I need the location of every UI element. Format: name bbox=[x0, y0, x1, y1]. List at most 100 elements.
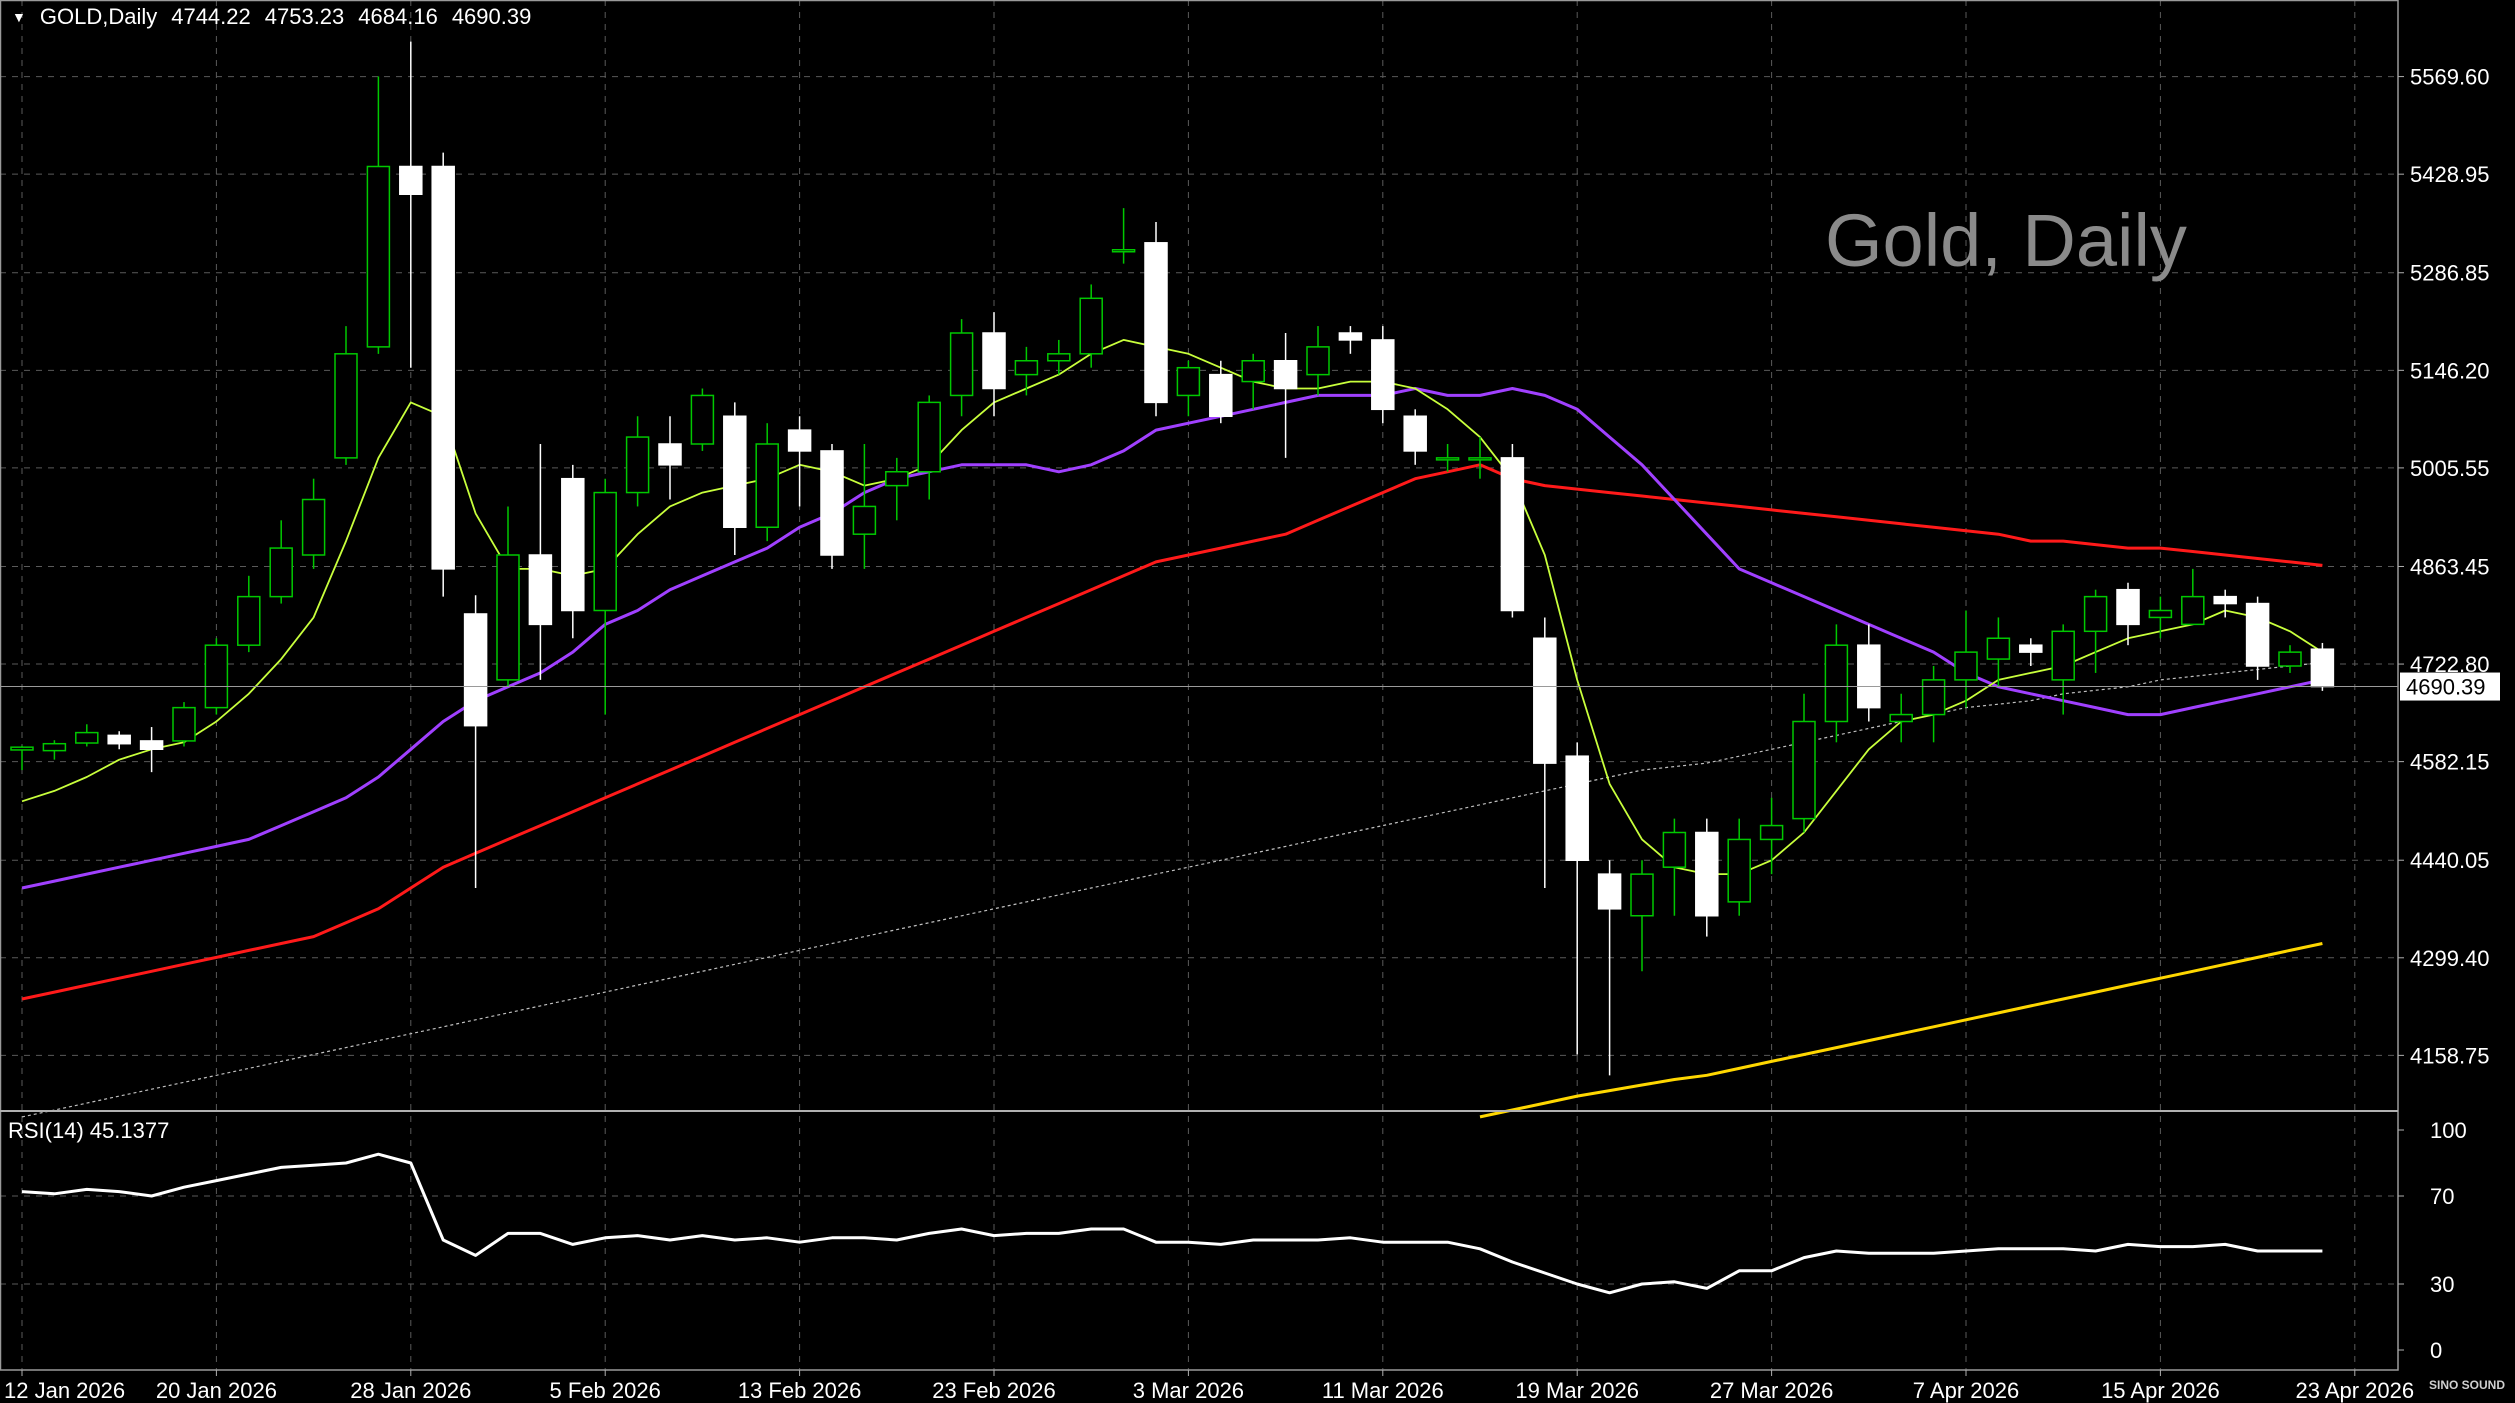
low-value: 4684.16 bbox=[358, 4, 438, 29]
current-price-box bbox=[2400, 672, 2500, 701]
y-tick-label: 5428.95 bbox=[2410, 162, 2490, 187]
candle-body bbox=[2051, 630, 2075, 681]
y-tick-label: 4440.05 bbox=[2410, 848, 2490, 873]
candle-body bbox=[1565, 755, 1589, 861]
candle-body bbox=[1176, 366, 1201, 397]
broker-logo: SINO SOUND bbox=[2428, 1378, 2505, 1392]
candle-body bbox=[885, 471, 909, 487]
chart-watermark: Gold, Daily bbox=[1825, 199, 2187, 282]
candle-body bbox=[463, 613, 488, 727]
candle-body bbox=[1403, 415, 1427, 452]
candle-body bbox=[528, 554, 553, 626]
candle-body bbox=[1630, 873, 1654, 917]
candle-body bbox=[2019, 644, 2043, 653]
rsi-value: 45.1377 bbox=[89, 1118, 170, 1143]
candle-body bbox=[561, 477, 585, 612]
x-tick-label: 15 Apr 2026 bbox=[2101, 1378, 2220, 1403]
x-tick-label: 13 Feb 2026 bbox=[738, 1378, 862, 1403]
x-tick-label: 5 Feb 2026 bbox=[550, 1378, 661, 1403]
ma-fast-line bbox=[21, 338, 2323, 875]
candle-body bbox=[1824, 644, 1849, 723]
candle-body bbox=[1954, 651, 1978, 681]
candle-body bbox=[2310, 648, 2335, 688]
x-tick-label: 7 Apr 2026 bbox=[1913, 1378, 2019, 1403]
y-tick-label: 5146.20 bbox=[2410, 358, 2490, 383]
candle-body bbox=[1500, 457, 1525, 612]
candle-body bbox=[301, 498, 326, 556]
candle-body bbox=[982, 332, 1006, 390]
candle-body bbox=[2181, 595, 2205, 626]
rsi-label: RSI(14) bbox=[8, 1118, 84, 1143]
candle-body bbox=[820, 450, 844, 556]
ma-slow-line bbox=[21, 463, 2323, 1001]
rsi-tick-label: 0 bbox=[2430, 1338, 2442, 1363]
y-tick-label: 5569.60 bbox=[2410, 65, 2490, 90]
candle-body bbox=[107, 734, 131, 745]
candle-body bbox=[1468, 457, 1492, 461]
candle-body bbox=[1435, 457, 1460, 461]
candle-body bbox=[269, 547, 293, 598]
symbol-info: ▼ GOLD,Daily 4744.22 4753.23 4684.16 469… bbox=[12, 4, 531, 30]
candle-body bbox=[2148, 609, 2173, 619]
rsi-tick-label: 30 bbox=[2430, 1272, 2454, 1297]
candle-body bbox=[1144, 242, 1168, 404]
candle-body bbox=[139, 740, 164, 750]
candle-body bbox=[1241, 360, 1265, 383]
candle-body bbox=[658, 443, 682, 466]
candle-body bbox=[755, 443, 779, 528]
candle-body bbox=[1695, 831, 1719, 917]
candle-body bbox=[1079, 297, 1103, 355]
rsi-tick-label: 70 bbox=[2430, 1184, 2454, 1209]
symbol-label: GOLD,Daily bbox=[39, 4, 158, 29]
candle-body bbox=[2278, 651, 2302, 667]
rsi-header: RSI(14) 45.1377 bbox=[8, 1118, 169, 1144]
y-tick-label: 4158.75 bbox=[2410, 1043, 2490, 1068]
rsi-panel bbox=[21, 1152, 2323, 1295]
close-value: 4690.39 bbox=[451, 4, 532, 29]
ma-yellow-line bbox=[1479, 942, 2323, 1119]
chevron-down-icon[interactable]: ▼ bbox=[12, 9, 26, 25]
x-tick-label: 28 Jan 2026 bbox=[350, 1378, 471, 1403]
candle-body bbox=[204, 644, 229, 709]
rsi-line bbox=[21, 1152, 2323, 1295]
chart-frame bbox=[0, 0, 2399, 1371]
y-tick-label: 4863.45 bbox=[2410, 554, 2490, 579]
candle-body bbox=[496, 554, 520, 681]
candle-body bbox=[723, 415, 747, 528]
candle-body bbox=[2213, 595, 2237, 605]
x-tick-label: 27 Mar 2026 bbox=[1710, 1378, 1834, 1403]
candle-body bbox=[1857, 644, 1881, 709]
candle-body bbox=[399, 165, 423, 195]
y-tick-label: 4299.40 bbox=[2410, 946, 2490, 971]
moving-averages bbox=[21, 338, 2323, 1119]
candle-body bbox=[1371, 339, 1395, 411]
candle-body bbox=[1889, 713, 1913, 723]
candle-body bbox=[690, 394, 715, 445]
candle-body bbox=[1986, 637, 2011, 660]
current-price-label: 4690.39 bbox=[2406, 675, 2486, 700]
candle-body bbox=[1533, 637, 1557, 764]
candle-body bbox=[2116, 588, 2140, 626]
candle-body bbox=[75, 731, 99, 744]
y-tick-label: 5005.55 bbox=[2410, 456, 2490, 481]
x-tick-label: 20 Jan 2026 bbox=[156, 1378, 277, 1403]
candle-body bbox=[1111, 249, 1136, 253]
candle-body bbox=[1662, 831, 1687, 868]
candle-body bbox=[1209, 373, 1233, 417]
candle-body bbox=[1047, 353, 1071, 362]
x-tick-label: 12 Jan 2026 bbox=[4, 1378, 125, 1403]
x-tick-label: 11 Mar 2026 bbox=[1322, 1378, 1444, 1403]
candle-body bbox=[431, 165, 455, 570]
candle-body bbox=[1597, 873, 1622, 910]
x-tick-label: 3 Mar 2026 bbox=[1133, 1378, 1244, 1403]
y-tick-label: 5286.85 bbox=[2410, 261, 2490, 286]
candle-body bbox=[1338, 332, 1363, 341]
candle-body bbox=[852, 505, 877, 535]
candle-body bbox=[366, 165, 391, 348]
ma-mid-line bbox=[21, 387, 2323, 890]
candle-body bbox=[1921, 679, 1946, 716]
candle-body bbox=[237, 595, 261, 646]
logo-text: SINO SOUND bbox=[2428, 1378, 2505, 1392]
